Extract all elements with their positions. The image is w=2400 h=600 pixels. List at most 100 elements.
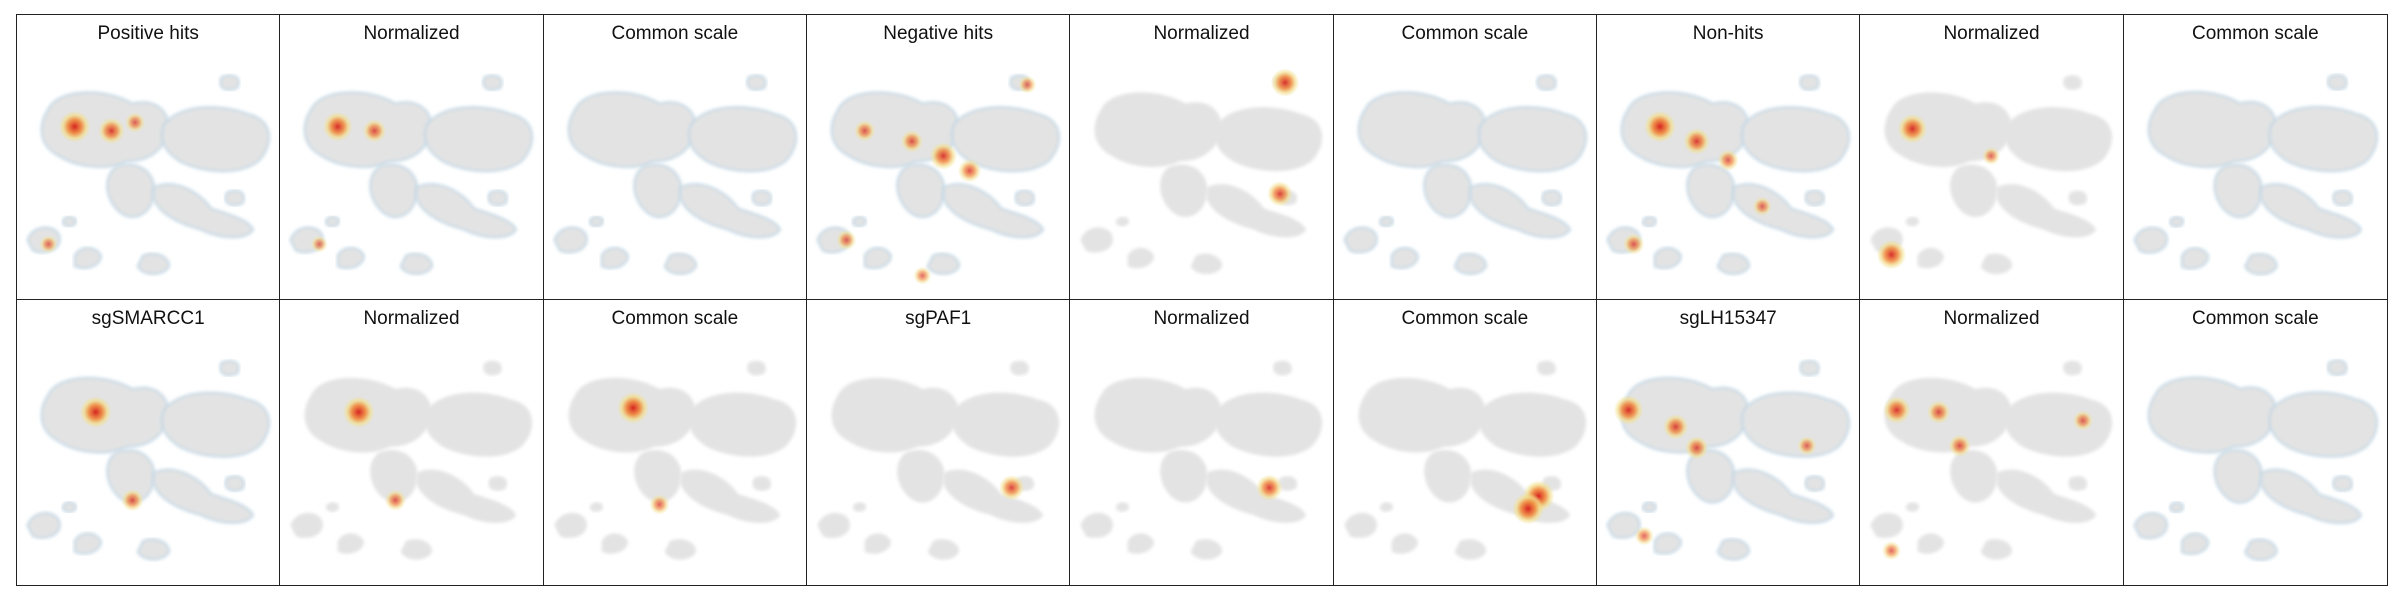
cluster-region — [1884, 92, 2013, 167]
cluster-region — [2267, 391, 2378, 458]
cluster-region — [219, 359, 240, 377]
cluster-region — [1468, 182, 1572, 239]
cluster-region — [1918, 533, 1945, 554]
cluster-region — [1344, 512, 1377, 538]
cluster-region — [864, 533, 891, 554]
cluster-region — [1980, 253, 2013, 275]
cluster-region — [1379, 502, 1393, 512]
cluster-region — [687, 105, 797, 173]
cluster-region — [1010, 360, 1029, 376]
density-hotspot — [58, 110, 91, 143]
density-hotspot — [98, 117, 125, 144]
cluster-region — [2243, 252, 2278, 276]
density-hotspot — [1797, 436, 1817, 456]
cluster-region — [400, 539, 433, 560]
density-hotspot — [1882, 541, 1902, 561]
cluster-region — [1391, 533, 1418, 554]
cluster-region — [746, 360, 766, 376]
cluster-region — [567, 91, 697, 169]
cluster-region — [852, 502, 867, 512]
umap-panel: Positive hits — [17, 15, 281, 300]
umap-panel: Common scale — [2123, 300, 2387, 585]
panel-title: Negative hits — [883, 23, 994, 44]
cluster-region — [416, 469, 517, 523]
panel-title: Common scale — [611, 308, 739, 329]
density-hotspot — [323, 111, 353, 142]
cluster-region — [61, 501, 78, 514]
density-hotspot — [1883, 396, 1911, 424]
density-hotspot — [1683, 128, 1710, 155]
cluster-region — [2132, 512, 2168, 540]
cluster-region — [152, 468, 255, 525]
cluster-region — [926, 252, 961, 276]
density-plot — [1080, 360, 1323, 560]
density-hotspot — [900, 130, 923, 153]
panel-title: Normalized — [1153, 23, 1250, 44]
panel-title: Common scale — [2191, 23, 2319, 44]
cluster-region — [1804, 189, 1826, 207]
density-plot — [554, 360, 796, 560]
density-hotspot — [121, 489, 144, 512]
umap-panel: Negative hits — [807, 15, 1071, 300]
cluster-region — [1918, 247, 1945, 269]
cluster-region — [106, 163, 156, 219]
cluster-region — [2180, 246, 2210, 270]
cluster-region — [1541, 189, 1562, 207]
cluster-region — [817, 512, 850, 538]
cluster-region — [1686, 448, 1736, 504]
cluster-region — [950, 105, 1061, 173]
panel-title: Common scale — [2191, 308, 2319, 329]
cluster-region — [424, 105, 534, 173]
cluster-region — [136, 537, 171, 561]
cluster-region — [678, 182, 782, 239]
cluster-region — [1716, 252, 1751, 276]
cluster-region — [1128, 533, 1155, 554]
umap-panel: Common scale — [543, 300, 807, 585]
cluster-region — [1357, 91, 1487, 169]
cluster-region — [554, 512, 587, 538]
cluster-region — [1190, 539, 1223, 560]
cluster-region — [1641, 501, 1658, 514]
umap-panel: Normalized — [1860, 15, 2124, 300]
cluster-region — [2147, 376, 2278, 454]
cluster-region — [2259, 468, 2362, 525]
cluster-region — [369, 163, 419, 219]
panel-title: Common scale — [1401, 308, 1529, 329]
density-plot — [1342, 74, 1587, 276]
cluster-region — [1799, 359, 1820, 377]
cluster-region — [1641, 215, 1658, 228]
cluster-region — [896, 163, 946, 219]
cluster-region — [1653, 246, 1683, 270]
cluster-region — [1215, 107, 1323, 172]
cluster-region — [2005, 392, 2113, 457]
density-hotspot — [311, 235, 329, 253]
cluster-region — [1342, 226, 1378, 254]
cluster-region — [2331, 475, 2353, 493]
cluster-region — [1732, 182, 1835, 239]
cluster-region — [1906, 216, 1920, 227]
cluster-region — [1080, 512, 1114, 538]
cluster-region — [1378, 215, 1394, 228]
cluster-region — [224, 475, 246, 492]
density-hotspot — [1927, 400, 1951, 424]
cluster-region — [136, 252, 171, 276]
cluster-region — [1206, 184, 1307, 238]
density-hotspot — [125, 112, 146, 133]
cluster-region — [943, 469, 1044, 523]
umap-panel: Normalized — [280, 15, 544, 300]
cluster-region — [2213, 163, 2263, 219]
cluster-region — [487, 189, 509, 207]
cluster-region — [290, 512, 324, 538]
cluster-region — [1160, 450, 1208, 503]
cluster-region — [1358, 377, 1486, 453]
cluster-region — [1190, 253, 1223, 275]
umap-panel: sgLH15347 — [1597, 300, 1861, 585]
cluster-region — [1732, 468, 1835, 525]
cluster-region — [73, 246, 103, 270]
density-plot — [1606, 359, 1851, 561]
density-hotspot — [1663, 414, 1689, 440]
cluster-region — [1206, 469, 1307, 523]
cluster-region — [1906, 502, 1920, 512]
density-hotspot — [1982, 147, 2001, 165]
density-hotspot — [1752, 196, 1772, 216]
